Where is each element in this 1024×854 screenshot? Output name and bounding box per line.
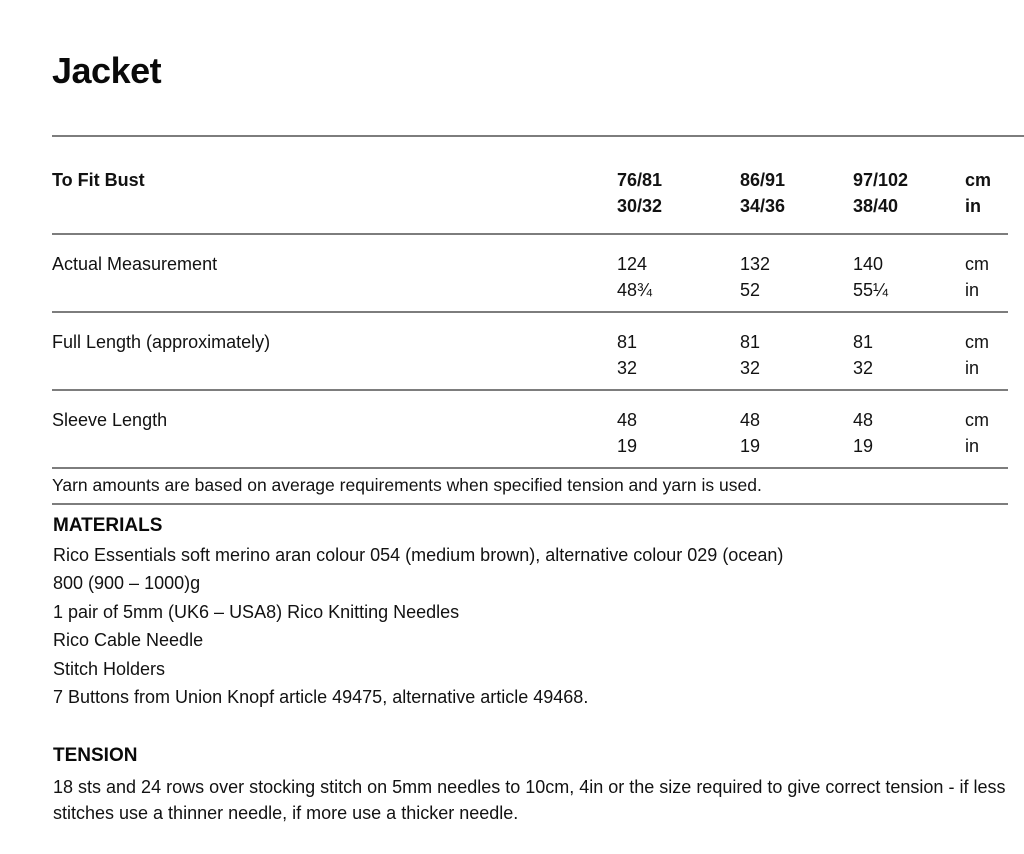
row-units: cm in [965, 251, 1008, 303]
table-row-actual-measurement: Actual Measurement 124 48¾ 132 52 140 55… [52, 235, 1008, 313]
row-value-1: 124 48¾ [617, 251, 740, 303]
header-size-2: 86/91 34/36 [740, 167, 853, 219]
header-units: cm in [965, 167, 1008, 219]
value-in: 32 [740, 358, 761, 378]
row-value-3: 48 19 [853, 407, 965, 459]
value-cm: 140 [853, 254, 884, 274]
value-cm: 81 [853, 332, 874, 352]
unit-in: in [965, 280, 980, 300]
header-size-1-cm: 76/81 [617, 170, 663, 190]
header-label: To Fit Bust [52, 170, 145, 190]
tension-text: 18 sts and 24 rows over stocking stitch … [53, 776, 1006, 824]
title-divider [52, 135, 1024, 137]
materials-heading: MATERIALS [53, 515, 163, 536]
value-in: 19 [740, 436, 761, 456]
value-cm: 48 [740, 410, 761, 430]
row-value-3: 81 32 [853, 329, 965, 381]
unit-cm: cm [965, 254, 989, 274]
unit-in: in [965, 436, 980, 456]
row-units: cm in [965, 407, 1008, 459]
row-value-1: 81 32 [617, 329, 740, 381]
tension-heading: TENSION [53, 745, 138, 766]
value-in: 48¾ [617, 280, 653, 300]
value-in: 52 [740, 280, 761, 300]
materials-section: MATERIALS Rico Essentials soft merino ar… [53, 512, 1013, 712]
size-table: To Fit Bust 76/81 30/32 86/91 34/36 97/1… [52, 137, 1008, 505]
value-cm: 48 [617, 410, 638, 430]
value-in: 32 [853, 358, 874, 378]
row-value-2: 81 32 [740, 329, 853, 381]
row-label: Full Length (approximately) [52, 332, 271, 352]
table-row-sleeve-length: Sleeve Length 48 19 48 19 48 19 cm in [52, 391, 1008, 469]
header-size-1: 76/81 30/32 [617, 167, 740, 219]
value-cm: 132 [740, 254, 771, 274]
header-size-2-in: 34/36 [740, 196, 786, 216]
value-cm: 81 [740, 332, 761, 352]
materials-line-amount: 800 (900 – 1000)g [53, 573, 201, 593]
row-value-1: 48 19 [617, 407, 740, 459]
value-in: 32 [617, 358, 638, 378]
table-header-row: To Fit Bust 76/81 30/32 86/91 34/36 97/1… [52, 137, 1008, 235]
materials-line-yarn: Rico Essentials soft merino aran colour … [53, 544, 784, 565]
row-units: cm in [965, 329, 1008, 381]
materials-line-cable-needle: Rico Cable Needle [53, 630, 204, 650]
yarn-note: Yarn amounts are based on average requir… [52, 469, 1008, 505]
row-value-2: 48 19 [740, 407, 853, 459]
header-size-2-cm: 86/91 [740, 170, 786, 190]
unit-cm: cm [965, 410, 989, 430]
value-cm: 124 [617, 254, 648, 274]
materials-line-buttons: 7 Buttons from Union Knopf article 49475… [53, 687, 589, 707]
value-cm: 81 [617, 332, 638, 352]
page-title: Jacket [52, 50, 162, 91]
header-size-3: 97/102 38/40 [853, 167, 965, 219]
header-size-1-in: 30/32 [617, 196, 663, 216]
value-in: 55¼ [853, 280, 889, 300]
header-size-3-in: 38/40 [853, 196, 899, 216]
row-value-3: 140 55¼ [853, 251, 965, 303]
header-unit-in: in [965, 196, 981, 216]
materials-line-needles: 1 pair of 5mm (UK6 – USA8) Rico Knitting… [53, 601, 460, 622]
unit-in: in [965, 358, 980, 378]
value-in: 19 [853, 436, 874, 456]
unit-cm: cm [965, 332, 989, 352]
tension-section: TENSION 18 sts and 24 rows over stocking… [53, 743, 1024, 827]
row-value-2: 132 52 [740, 251, 853, 303]
materials-line-stitch-holders: Stitch Holders [53, 658, 166, 679]
header-size-3-cm: 97/102 [853, 170, 909, 190]
row-label: Sleeve Length [52, 410, 168, 430]
value-cm: 48 [853, 410, 874, 430]
table-row-full-length: Full Length (approximately) 81 32 81 32 … [52, 313, 1008, 391]
header-unit-cm: cm [965, 170, 992, 190]
value-in: 19 [617, 436, 638, 456]
row-label: Actual Measurement [52, 254, 218, 274]
